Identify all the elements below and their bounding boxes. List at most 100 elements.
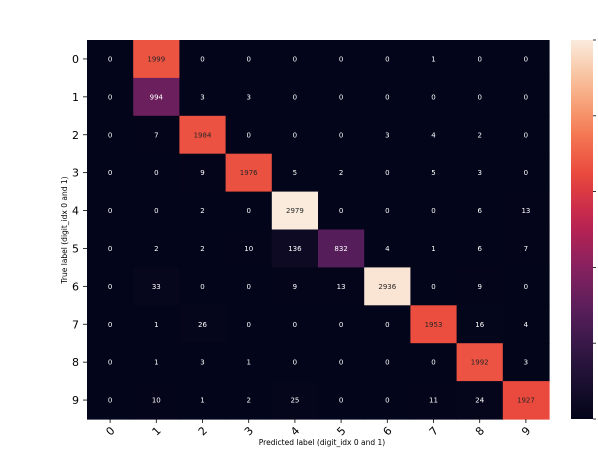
cell-value-label: 16 xyxy=(475,321,484,329)
y-tick-label: 9 xyxy=(72,394,79,407)
heatmap-cell-r4-c3 xyxy=(225,191,273,231)
heatmap-cell-r6-c9 xyxy=(502,267,550,306)
heatmap-cell-r6-c4 xyxy=(271,267,319,306)
heatmap-cell-r5-c2 xyxy=(179,229,227,268)
cell-value-label: 9 xyxy=(477,283,481,291)
cell-value-label: 1 xyxy=(154,321,158,329)
y-tick-labels: 0 1 2 3 4 5 6 7 8 9 xyxy=(72,53,87,407)
heatmap-cell-r8-c4 xyxy=(271,343,319,382)
heatmap-cell-r8-c6 xyxy=(364,343,411,382)
cell-value-label: 1927 xyxy=(517,397,535,405)
cell-value-label: 0 xyxy=(524,131,528,139)
cell-value-label: 0 xyxy=(339,321,343,329)
heatmap-cell-r0-c0 xyxy=(87,40,134,79)
cell-value-label: 0 xyxy=(524,283,528,291)
heatmap-cell-r5-c1 xyxy=(133,229,180,268)
heatmap-cell-r1-c4 xyxy=(271,77,319,117)
x-tick-label: 2 xyxy=(196,424,210,438)
heatmap-cell-r6-c5 xyxy=(318,267,365,306)
cell-value-label: 2 xyxy=(339,169,343,177)
y-axis-label: True label (digit_idx 0 and 1) xyxy=(60,176,69,284)
heatmap-cell-r2-c2 xyxy=(179,115,227,155)
heatmap-cell-r3-c4 xyxy=(271,153,319,193)
cell-value-label: 0 xyxy=(108,207,112,215)
heatmap-cell-r6-c2 xyxy=(179,267,227,306)
heatmap-cell-r4-c5 xyxy=(318,191,365,231)
cell-value-label: 0 xyxy=(200,55,204,63)
heatmap-cell-r8-c0 xyxy=(87,343,134,382)
heatmap-cell-r4-c0 xyxy=(87,191,134,231)
heatmap-cell-r7-c5 xyxy=(318,305,365,344)
heatmap-cell-r2-c6 xyxy=(364,115,411,155)
heatmap-cell-r9-c2 xyxy=(179,381,227,420)
heatmap-cell-r5-c5 xyxy=(318,229,365,268)
cell-value-label: 0 xyxy=(108,359,112,367)
cell-value-label: 4 xyxy=(385,245,390,253)
cell-value-label: 7 xyxy=(524,245,528,253)
heatmap-cell-r9-c8 xyxy=(456,381,504,420)
cell-value-label: 11 xyxy=(429,397,438,405)
x-tick-label: 3 xyxy=(242,424,256,438)
cell-value-label: 0 xyxy=(385,359,389,367)
heatmap-cell-r7-c1 xyxy=(133,305,180,344)
heatmap-cell-r9-c5 xyxy=(318,381,365,420)
cell-value-label: 0 xyxy=(108,131,112,139)
cell-value-label: 0 xyxy=(154,169,158,177)
heatmap-cell-r3-c3 xyxy=(225,153,273,193)
heatmap-cell-r1-c2 xyxy=(179,77,227,117)
cell-value-label: 0 xyxy=(108,93,112,101)
cell-value-label: 3 xyxy=(200,93,204,101)
cell-value-label: 1 xyxy=(246,359,250,367)
cell-value-label: 9 xyxy=(293,283,297,291)
cell-value-label: 0 xyxy=(431,359,435,367)
heatmap-cell-r4-c4 xyxy=(271,191,319,231)
cell-value-label: 0 xyxy=(339,207,343,215)
heatmap-cell-r2-c3 xyxy=(225,115,273,155)
heatmap-cell-r9-c4 xyxy=(271,381,319,420)
heatmap-cell-r4-c2 xyxy=(179,191,227,231)
heatmap-cell-r0-c5 xyxy=(318,40,365,79)
cell-value-label: 5 xyxy=(431,169,435,177)
cell-value-label: 25 xyxy=(290,397,299,405)
heatmap-cell-r6-c0 xyxy=(87,267,134,306)
cell-value-label: 136 xyxy=(288,245,302,253)
heatmap-cell-r5-c8 xyxy=(456,229,504,268)
heatmap-cell-r7-c3 xyxy=(225,305,273,344)
x-tick-label: 8 xyxy=(473,424,487,438)
heatmap-cell-r2-c4 xyxy=(271,115,319,155)
heatmap-cell-r3-c0 xyxy=(87,153,134,193)
cell-value-label: 0 xyxy=(246,321,250,329)
cell-value-label: 33 xyxy=(152,283,161,291)
heatmap-cell-r5-c9 xyxy=(502,229,550,268)
cell-value-label: 3 xyxy=(524,359,528,367)
cell-value-label: 1 xyxy=(431,55,435,63)
cell-value-label: 1953 xyxy=(425,321,443,329)
heatmap-cell-r8-c9 xyxy=(502,343,550,382)
cell-value-label: 0 xyxy=(385,93,389,101)
heatmap-cell-r3-c9 xyxy=(502,153,550,193)
y-tick-label: 0 xyxy=(72,53,79,66)
cell-value-label: 1 xyxy=(200,397,204,405)
cell-value-label: 994 xyxy=(150,93,164,101)
heatmap-cell-r9-c9 xyxy=(502,381,550,420)
cell-value-label: 6 xyxy=(477,245,482,253)
heatmap-cell-r2-c7 xyxy=(410,115,458,155)
heatmap-cell-r7-c2 xyxy=(179,305,227,344)
x-tick-label: 5 xyxy=(334,424,348,438)
heatmap-cell-r3-c8 xyxy=(456,153,504,193)
heatmap-cell-r9-c3 xyxy=(225,381,273,420)
cell-value-label: 2936 xyxy=(378,283,396,291)
heatmap-cell-r6-c7 xyxy=(410,267,458,306)
heatmap-cell-r6-c6 xyxy=(364,267,411,306)
heatmap-cell-r7-c8 xyxy=(456,305,504,344)
heatmap-cell-r0-c9 xyxy=(502,40,550,79)
cell-value-label: 0 xyxy=(339,93,343,101)
heatmap-cells xyxy=(87,40,550,420)
heatmap-cell-labels: 0 1999 0 0 0 0 0 1 0 00 994 3 3 0 0 0 0 0 00 7 1984 0 0 0 3 4 2 00 0… xyxy=(108,55,535,404)
heatmap-cell-r1-c1 xyxy=(133,77,180,117)
cell-value-label: 0 xyxy=(339,359,343,367)
cell-value-label: 0 xyxy=(431,207,435,215)
cell-value-label: 0 xyxy=(339,55,343,63)
cell-value-label: 9 xyxy=(200,169,204,177)
